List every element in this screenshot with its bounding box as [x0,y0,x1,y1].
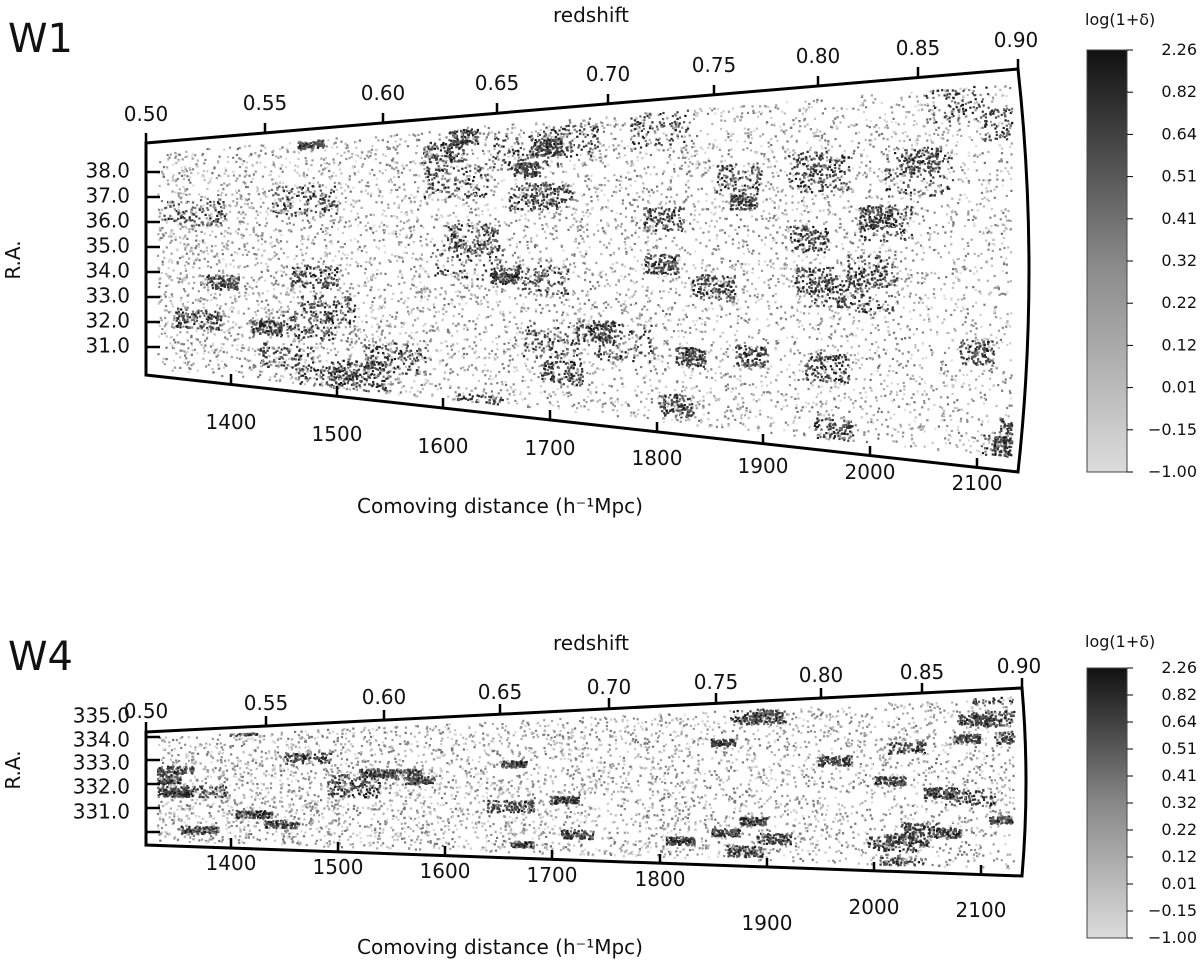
colorbar-tick-label: 0.82 [1161,685,1197,704]
distance-tick-label: 1700 [527,863,578,887]
redshift-axis: 0.50 0.55 0.60 0.65 0.70 0.75 0.80 0.85 … [124,28,1039,143]
redshift-tick-label: 0.90 [994,28,1039,52]
w1-figure: W1 redshift 0.50 0.55 0.60 0.65 0.70 0.7… [1,3,1197,518]
ra-axis: 38.0 37.0 36.0 35.0 34.0 33.0 32.0 31.0 [85,159,160,358]
ra-tick-label: 33.0 [85,284,130,308]
colorbar-tick-label: 0.41 [1161,766,1197,785]
redshift-tick-label: 0.80 [799,663,844,687]
colorbar-tick-label: 0.32 [1161,793,1197,812]
colorbar-title: log(1+δ) [1085,632,1155,651]
density-field [156,85,1014,458]
colorbar-tick-label: 0.41 [1161,209,1197,228]
distance-tick-label: 1500 [312,422,363,446]
colorbar-tick-label: −0.15 [1148,901,1197,920]
ra-tick-label: 35.0 [85,234,130,258]
distance-tick-label: 1900 [742,911,793,935]
redshift-tick-label: 0.75 [692,53,737,77]
colorbar-tick-label: 2.26 [1161,40,1197,59]
distance-tick-label: 1500 [313,855,364,879]
distance-tick-label: 1600 [418,434,469,458]
ra-tick-label: 37.0 [85,184,130,208]
left-axis-label: R.A. [1,240,25,279]
redshift-tick-label: 0.60 [362,685,407,709]
redshift-tick-label: 0.65 [475,71,520,95]
distance-tick-label: 2000 [845,460,896,484]
distance-tick-label: 1400 [206,851,257,875]
redshift-tick-label: 0.50 [124,699,169,723]
ra-tick-label: 335.0 [73,704,130,728]
distance-tick-label: 2000 [849,895,900,919]
top-axis-label: redshift [553,3,629,27]
density-field [156,696,1016,870]
colorbar-tick-label: 0.51 [1161,167,1197,186]
redshift-tick-label: 0.85 [900,660,945,684]
colorbar-tick-label: 0.82 [1161,82,1197,101]
ra-tick-label: 32.0 [85,309,130,333]
panel-label: W1 [8,16,73,62]
distance-tick-label: 1600 [420,859,471,883]
wedge-outline [144,686,1028,878]
redshift-tick-label: 0.65 [478,680,523,704]
redshift-tick-label: 0.55 [244,691,289,715]
top-axis-label: redshift [553,631,629,655]
distance-tick-label: 1900 [738,454,789,478]
colorbar-tick-label: 0.01 [1161,874,1197,893]
distance-tick-label: 1800 [635,867,686,891]
ra-tick-label: 31.0 [85,334,130,358]
colorbar-tick-label: −1.00 [1148,462,1197,481]
distance-tick-label: 1400 [206,410,257,434]
colorbar-tick-label: 0.64 [1161,124,1197,143]
colorbar-tick-label: 2.26 [1161,658,1197,677]
ra-tick-label: 36.0 [85,209,130,233]
colorbar-tick-label: 0.32 [1161,251,1197,270]
redshift-tick-label: 0.50 [124,102,169,126]
colorbar-tick-label: 0.12 [1161,335,1197,354]
ra-tick-label: 334.0 [73,728,130,752]
w4-figure: W4 redshift 0.50 0.55 0.60 0.65 0.70 0.7… [1,631,1197,959]
distance-tick-label: 1800 [632,446,683,470]
distance-tick-label: 1700 [525,436,576,460]
ra-tick-label: 331.0 [73,800,130,824]
colorbar [1086,49,1128,473]
panel-w4: W4 redshift 0.50 0.55 0.60 0.65 0.70 0.7… [0,620,1200,962]
colorbar-ticks: 2.26 0.82 0.64 0.51 0.41 0.32 0.22 0.12 0.01 −0.1… [1127,658,1197,947]
bottom-axis-label: Comoving distance (h⁻¹Mpc) [357,935,643,959]
panel-label: W4 [8,634,73,680]
distance-axis: 1400 1500 1600 1700 1800 1900 2000 2100 [206,374,1003,495]
redshift-tick-label: 0.90 [997,654,1042,678]
colorbar-tick-label: 0.01 [1161,378,1197,397]
panel-w1: W1 redshift 0.50 0.55 0.60 0.65 0.70 0.7… [1,3,1197,518]
colorbar-tick-label: −0.15 [1148,420,1197,439]
redshift-tick-label: 0.85 [896,36,941,60]
colorbar [1086,667,1128,939]
ra-tick-label: 332.0 [73,775,130,799]
distance-axis: 1400 1500 1600 1700 1800 1900 2000 2100 [206,838,1007,935]
colorbar-tick-label: −1.00 [1148,928,1197,947]
colorbar-tick-label: 0.51 [1161,739,1197,758]
wedge-outline [144,67,1031,474]
colorbar-title: log(1+δ) [1085,10,1155,29]
colorbar-tick-label: 0.12 [1161,847,1197,866]
colorbar-tick-label: 0.22 [1161,820,1197,839]
redshift-axis: 0.50 0.55 0.60 0.65 0.70 0.75 0.80 0.85 … [124,654,1042,732]
bottom-axis-label: Comoving distance (h⁻¹Mpc) [357,494,643,518]
distance-tick-label: 2100 [956,898,1007,922]
redshift-tick-label: 0.70 [587,675,632,699]
colorbar-ticks: 2.26 0.82 0.64 0.51 0.41 0.32 0.22 0.12 0.01 −0.1… [1127,40,1197,481]
colorbar-tick-label: 0.64 [1161,712,1197,731]
redshift-tick-label: 0.70 [586,62,631,86]
redshift-tick-label: 0.75 [694,670,739,694]
colorbar-tick-label: 0.22 [1161,293,1197,312]
ra-tick-label: 34.0 [85,259,130,283]
ra-axis: 335.0 334.0 333.0 332.0 331.0 [73,704,160,834]
ra-tick-label: 333.0 [73,751,130,775]
ra-tick-label: 38.0 [85,159,130,183]
redshift-tick-label: 0.55 [243,91,288,115]
left-axis-label: R.A. [1,750,25,789]
distance-tick-label: 2100 [952,471,1003,495]
redshift-tick-label: 0.60 [361,81,406,105]
redshift-tick-label: 0.80 [796,44,841,68]
